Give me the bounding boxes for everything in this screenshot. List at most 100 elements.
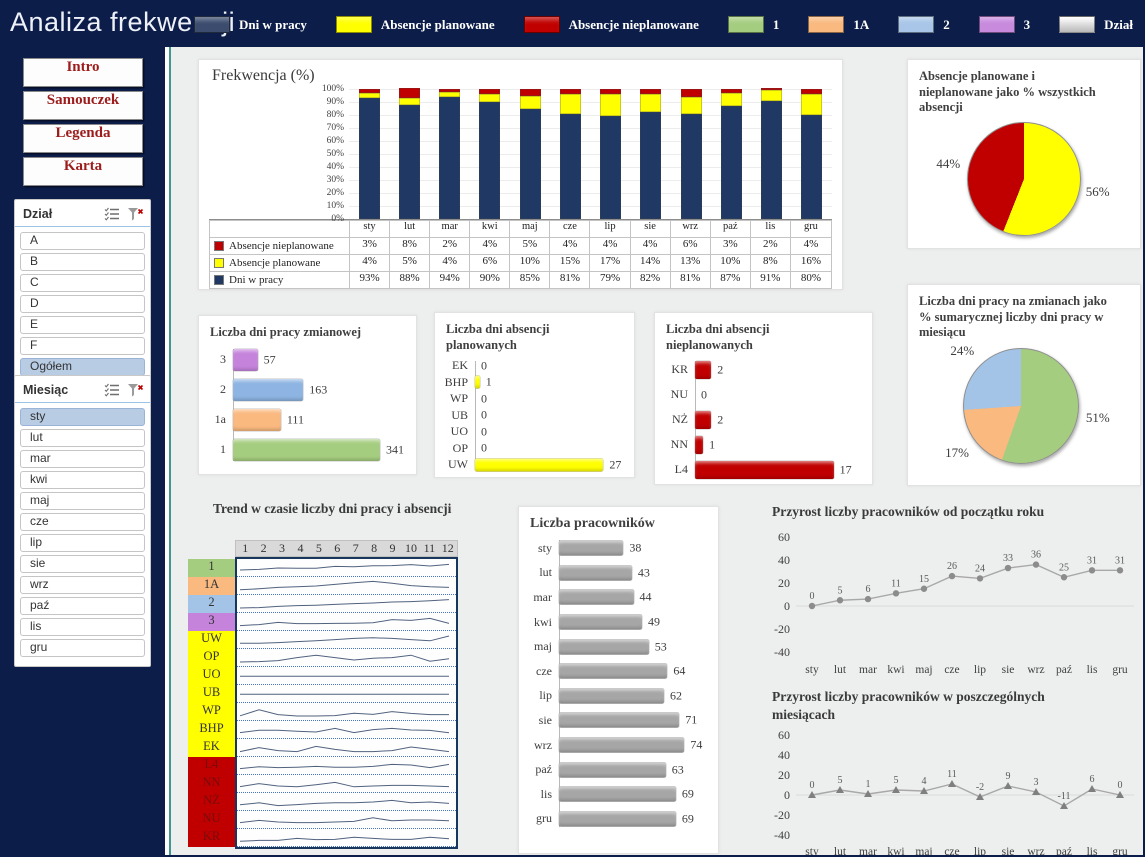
bar (233, 378, 304, 401)
category-label: OP (452, 440, 468, 455)
clear-filter-icon[interactable] (127, 207, 144, 221)
value-label: 53 (654, 639, 667, 654)
bar-track: 74 (559, 733, 710, 758)
column (591, 89, 631, 219)
slicer-item-B[interactable]: B (20, 253, 145, 271)
value-cell: 4% (550, 237, 591, 254)
slicer-item-kwi[interactable]: kwi (20, 471, 145, 489)
y-tick-label: 60% (326, 136, 344, 146)
svg-text:lip: lip (974, 846, 986, 857)
bar-segment-absencje-planowane (720, 92, 742, 106)
slicer-item-F[interactable]: F (20, 337, 145, 355)
category-label: NŻ (672, 412, 688, 427)
value-label: 38 (629, 540, 642, 555)
slicer-dzial: Dział A B C D E F Ogółem (14, 199, 151, 415)
category-label: maj (534, 639, 552, 654)
slicer-item-C[interactable]: C (20, 274, 145, 292)
slicer-item-A[interactable]: A (20, 232, 145, 250)
column (711, 89, 751, 219)
multiselect-icon[interactable] (104, 207, 120, 221)
slicer-item-mar[interactable]: mar (20, 450, 145, 468)
value-cell: 10% (510, 254, 551, 271)
value-label: 0 (481, 358, 487, 372)
bar (559, 762, 666, 778)
legend-swatch (1059, 16, 1096, 33)
sparkline (239, 727, 450, 734)
slicer-item-maj[interactable]: maj (20, 492, 145, 510)
legend-swatch (214, 258, 224, 268)
pie-slice-label: 24% (950, 343, 975, 359)
data-table: sty lut mar kwi maj cze lip sie wrz paź lis gru Abse… (209, 220, 832, 289)
slicer-item-sie[interactable]: sie (20, 555, 145, 573)
column-headers: 1 2 3 4 5 6 7 8 9 10 11 12 (235, 540, 458, 557)
sparkline (239, 781, 450, 788)
section-title: Trend w czasie liczby dni pracy i absenc… (213, 501, 452, 516)
pie-slice-label: 44% (936, 155, 961, 171)
category-label: paź (535, 762, 552, 777)
karta-button[interactable]: Karta (23, 157, 143, 186)
legend-swatch (808, 16, 845, 33)
slicer-item-gru[interactable]: gru (20, 639, 145, 657)
column (550, 89, 590, 219)
value-cell: 4% (590, 237, 631, 254)
pie-slice-label: 17% (945, 444, 969, 460)
bar-segment-dni-w-pracy (680, 113, 702, 219)
bar (695, 360, 712, 379)
legend-item: 1A (808, 16, 869, 33)
slicer-item-D[interactable]: D (20, 295, 145, 313)
slicer-title: Dział (23, 207, 53, 221)
row-label-UB: UB (188, 685, 235, 703)
value-label: 0 (481, 407, 487, 422)
value-label: 43 (637, 565, 650, 580)
row-label-L4: L4 (188, 757, 235, 775)
value-cell: 3% (710, 237, 751, 254)
slicer-item-sty[interactable]: sty (20, 408, 145, 426)
slicer-item-paź[interactable]: paź (20, 597, 145, 615)
svg-text:-40: -40 (774, 645, 790, 659)
slicer-item-wrz[interactable]: wrz (20, 576, 145, 594)
bar-segment-dni-w-pracy (358, 98, 380, 219)
bar (233, 408, 281, 431)
stacked-bar (398, 87, 420, 219)
chart-title: Liczba dni absencji nieplanowanych (666, 322, 770, 352)
value-cell: 8% (390, 237, 431, 254)
stacked-bar (559, 89, 581, 219)
bar-row: NŻ 2 (663, 407, 864, 432)
column-header: 3 (279, 541, 286, 555)
svg-text:gru: gru (1112, 664, 1128, 676)
y-axis: 100% 90% 80% 70% 60% 50% 40% 30% 20% 10% 0% (209, 84, 349, 224)
month-header: wrz (670, 220, 711, 237)
bar (559, 663, 668, 679)
column-header: 6 (334, 541, 341, 555)
multiselect-icon[interactable] (104, 383, 120, 397)
value-label: 62 (670, 688, 682, 703)
value-cell: 5% (510, 237, 551, 254)
legenda-button[interactable]: Legenda (23, 124, 143, 153)
value-cell: 79% (590, 271, 631, 288)
y-tick-label: 90% (326, 97, 344, 107)
category-label: 1a (214, 412, 226, 427)
value-cell: 80% (790, 271, 831, 288)
legend-item: Dział (1059, 16, 1133, 33)
category-label: cze (536, 663, 552, 678)
clear-filter-icon[interactable] (127, 383, 144, 397)
y-tick-label: 50% (326, 149, 344, 159)
samouczek-button[interactable]: Samouczek (23, 91, 143, 120)
sparkline-row (237, 829, 456, 847)
slicer-item-E[interactable]: E (20, 316, 145, 334)
slicer-item-lut[interactable]: lut (20, 429, 145, 447)
slicer-item-cze[interactable]: cze (20, 513, 145, 531)
legend-item: 1 (727, 16, 779, 33)
svg-text:lip: lip (974, 664, 986, 676)
axis-line (233, 348, 234, 461)
legend-swatch (194, 16, 230, 33)
pie-chart (967, 122, 1081, 236)
sparkline-row (237, 703, 456, 721)
column (470, 89, 510, 219)
bar (559, 614, 642, 630)
slicer-item-lis[interactable]: lis (20, 618, 145, 636)
intro-button[interactable]: Intro (23, 58, 143, 87)
slicer-item-Ogółem[interactable]: Ogółem (20, 358, 145, 376)
gridlines (349, 89, 832, 219)
slicer-item-lip[interactable]: lip (20, 534, 145, 552)
